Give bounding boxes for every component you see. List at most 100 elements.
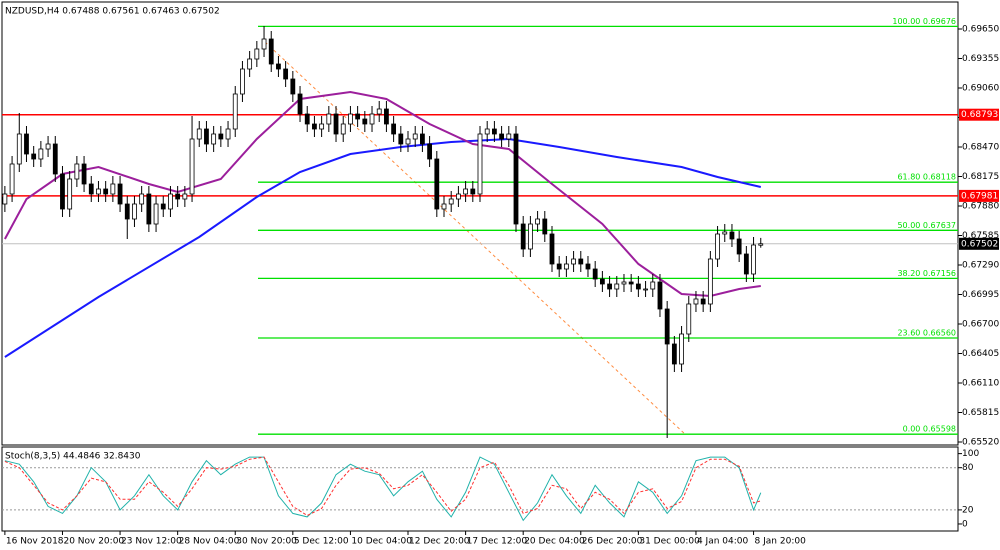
- x-tick-label: 26 Dec 20:00: [582, 537, 643, 547]
- y-tick-label: 0.69650: [962, 25, 999, 35]
- candle-body: [117, 183, 123, 205]
- candle-body: [261, 38, 267, 50]
- horizontal-line-tag-label: 0.67981: [961, 191, 998, 201]
- horizontal-line-tag: [959, 189, 999, 202]
- y-tick-label: 0.68470: [962, 143, 999, 153]
- candle-body: [52, 143, 58, 175]
- candle-body: [326, 113, 332, 125]
- candle-body: [268, 38, 274, 65]
- candle-body: [412, 133, 418, 140]
- candle-body: [657, 281, 663, 310]
- candle-body: [218, 133, 224, 140]
- candle-body: [189, 138, 195, 195]
- y-tick-label: 20: [962, 505, 974, 515]
- y-tick-label: 0.65520: [962, 438, 999, 448]
- candle-body: [369, 113, 375, 125]
- candle-body: [664, 308, 670, 345]
- x-tick-label: 8 Jan 20:00: [755, 537, 807, 547]
- x-tick-label: 10 Dec 04:00: [351, 537, 412, 547]
- panel-frame: [1, 446, 959, 532]
- candle-body: [232, 93, 238, 130]
- candle-body: [535, 218, 540, 225]
- candle-body: [599, 278, 605, 285]
- y-tick-label: 0.69355: [962, 54, 999, 64]
- candle-body: [427, 143, 433, 160]
- x-tick-label: 17 Dec 12:00: [467, 537, 528, 547]
- candle-body: [607, 283, 612, 290]
- candle-body: [211, 133, 217, 145]
- candle-body: [2, 193, 8, 205]
- candle-body: [38, 148, 44, 160]
- fib-label: 100.00 0.69676: [892, 17, 956, 26]
- candle-body: [45, 143, 51, 150]
- candle-body: [348, 113, 353, 125]
- y-tick-label: 0.66110: [962, 379, 999, 389]
- candle-body: [614, 283, 620, 290]
- series-line: [4, 456, 762, 522]
- series-line: [4, 456, 761, 517]
- candle-body: [506, 133, 512, 140]
- candle-body: [456, 193, 461, 200]
- candle-body: [88, 183, 94, 195]
- candle-body: [139, 193, 145, 205]
- x-tick-label: 5 Dec 12:00: [294, 537, 349, 547]
- panel-frame: [1, 1, 959, 446]
- candle-body: [520, 223, 526, 250]
- candle-body: [743, 253, 749, 275]
- y-tick-label: 0.67290: [962, 261, 999, 271]
- candle-body: [758, 243, 764, 246]
- candle-body: [31, 153, 37, 160]
- current-price-tag-label: 0.67502: [961, 239, 998, 249]
- candle-body: [643, 288, 648, 291]
- candle-body: [621, 281, 627, 285]
- candle-body: [225, 128, 231, 140]
- current-price-tag: [959, 237, 999, 250]
- x-tick-label: 4 Jan 04:00: [697, 537, 749, 547]
- candle-body: [448, 198, 454, 205]
- fib-label: 61.80 0.68118: [897, 173, 956, 182]
- candle-body: [124, 203, 130, 220]
- candle-body: [571, 258, 576, 265]
- candle-body: [470, 188, 476, 195]
- candle-body: [24, 133, 29, 155]
- candle-body: [549, 233, 555, 265]
- candle-body: [700, 298, 706, 305]
- candle-body: [707, 258, 713, 305]
- horizontal-line-tag: [959, 108, 999, 121]
- candle-body: [578, 258, 584, 265]
- candle-body: [441, 203, 447, 210]
- x-tick-label: 23 Nov 12:00: [121, 537, 182, 547]
- candle-body: [204, 128, 209, 145]
- fib-label: 0.00 0.65598: [903, 425, 956, 434]
- candle-body: [9, 163, 15, 195]
- candle-body: [74, 163, 80, 180]
- candle-body: [527, 223, 533, 250]
- y-tick-label: 0.66700: [962, 320, 999, 330]
- candle-body: [175, 193, 181, 200]
- candle-body: [319, 123, 325, 130]
- candle-body: [153, 203, 159, 225]
- candle-body: [376, 108, 382, 115]
- candle-body: [67, 178, 73, 210]
- candle-body: [671, 343, 677, 365]
- fib-label: 50.00 0.67637: [897, 221, 956, 230]
- candle-body: [103, 188, 109, 195]
- candle-body: [556, 263, 562, 270]
- candle-body: [491, 128, 497, 135]
- candle-body: [247, 58, 253, 70]
- x-tick-label: 20 Dec 04:00: [524, 537, 585, 547]
- x-tick-label: 16 Nov 2018: [6, 537, 64, 547]
- candle-body: [160, 203, 166, 210]
- candle-body: [132, 203, 137, 220]
- candle-body: [736, 238, 742, 255]
- candle-body: [196, 128, 202, 140]
- candle-body: [542, 218, 548, 235]
- candle-body: [110, 183, 116, 195]
- candle-body: [304, 113, 310, 125]
- y-tick-label: 80: [962, 463, 974, 473]
- candle-body: [463, 188, 469, 195]
- y-tick-label: 0.68175: [962, 172, 999, 182]
- candle-body: [333, 113, 339, 135]
- candle-body: [420, 133, 425, 145]
- candle-body: [340, 123, 346, 135]
